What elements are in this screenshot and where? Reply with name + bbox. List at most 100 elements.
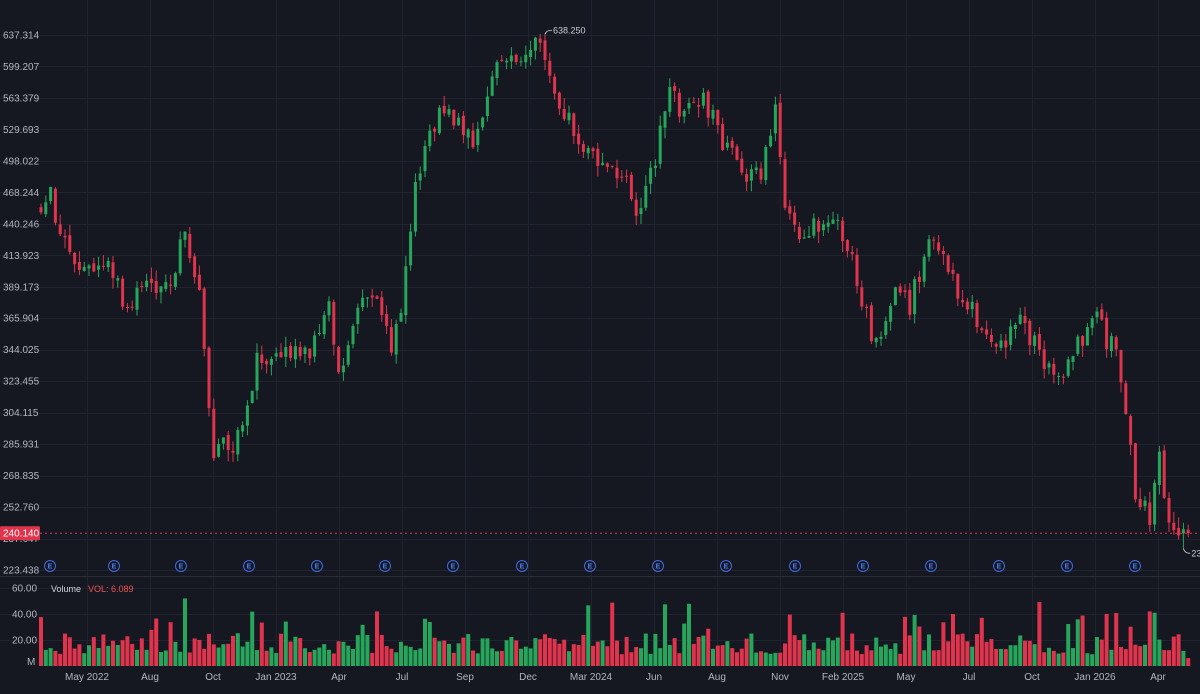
candle-body [615,167,619,179]
volume-bar [91,637,96,666]
candle-body [423,145,427,172]
time-tick-label: Aug [141,672,159,683]
volume-bar [322,644,327,666]
candle-body [495,62,499,78]
candle-body [351,325,355,345]
candle-body [653,165,657,169]
volume-bar [879,646,883,666]
candle-body [457,117,461,126]
earnings-icon[interactable]: E [584,560,596,572]
volume-bar [677,653,682,666]
volume-bar [773,652,778,666]
volume-bar [835,637,840,666]
candle-body [125,306,129,309]
candle-body [39,207,43,213]
candle-body [644,186,648,208]
earnings-icon[interactable]: E [311,560,323,572]
earnings-icon[interactable]: E [720,560,732,572]
price-tick-label: 563.379 [3,93,40,104]
earnings-icon[interactable]: E [516,560,528,572]
candle-body [274,353,278,357]
candle-body [721,124,725,150]
candle-body [553,76,557,94]
earnings-icon[interactable]: E [1129,560,1141,572]
volume-bar [293,636,298,666]
candle-body [1066,359,1070,376]
volume-bar [125,636,130,666]
candle-body [231,450,235,453]
candle-body [581,144,585,152]
earnings-icon-ring [857,560,869,572]
volume-bar [869,650,874,666]
volume-bar [715,645,720,666]
candle-body [92,263,96,272]
volume-bar [643,633,648,666]
volume-bar [312,649,317,666]
volume-bar [1066,624,1071,666]
volume-bar [1071,648,1075,666]
candle-body [802,237,806,239]
candle-body [620,176,624,178]
earnings-icon-ring [993,560,1005,572]
earnings-icon[interactable]: E [175,560,187,572]
candle-body [418,173,422,181]
earnings-icon[interactable]: E [857,560,869,572]
earnings-icon[interactable]: E [44,560,56,572]
earnings-icon[interactable]: E [652,560,664,572]
volume-bar [427,622,432,666]
candle-body [404,266,408,316]
candle-body [677,92,681,117]
volume-bar [528,648,533,666]
earnings-icon[interactable]: E [447,560,459,572]
earnings-icon-ring [379,560,391,572]
candle-body [701,92,705,106]
earnings-icon[interactable]: E [1061,560,1073,572]
earnings-icon-ring [108,560,120,572]
candle-body [946,255,950,272]
candle-body [754,167,758,171]
volume-bar [250,611,255,666]
time-tick-label: Dec [519,672,537,683]
earnings-icon[interactable]: E [789,560,801,572]
volume-bar [691,643,696,666]
earnings-icon-ring [243,560,255,572]
candle-body [529,49,533,58]
candle-body [346,345,350,365]
earnings-icon[interactable]: E [925,560,937,572]
candle-body [927,239,931,257]
earnings-icon-letter: E [179,564,184,571]
candle-body [289,345,293,358]
candle-body [519,61,523,63]
volume-bar [514,640,519,666]
earnings-icon[interactable]: E [379,560,391,572]
candle-body [106,260,110,268]
earnings-icon[interactable]: E [243,560,255,572]
volume-bar [811,642,816,666]
earnings-icon-ring [1061,560,1073,572]
candle-body [956,273,960,299]
candle-body [437,107,441,134]
volume-bar [1008,645,1013,666]
price-tick-label: 498.022 [3,156,40,167]
candle-body [1162,450,1166,498]
volume-bar [255,650,259,666]
candle-body [399,312,403,322]
candle-body [44,202,48,215]
price-tick-label: 637.314 [3,31,40,42]
volume-bar [245,641,250,666]
candle-body [221,437,225,444]
volume-bar [447,643,451,666]
earnings-icon[interactable]: E [108,560,120,572]
candle-body [855,254,859,287]
volume-bar [807,650,811,666]
volume-bar [72,648,77,666]
earnings-icon[interactable]: E [993,560,1005,572]
volume-bar [360,624,365,666]
volume-bar [144,649,149,666]
candle-body [154,281,158,293]
volume-bar [658,648,663,666]
volume-bar [120,640,125,666]
candle-body [1172,522,1176,531]
